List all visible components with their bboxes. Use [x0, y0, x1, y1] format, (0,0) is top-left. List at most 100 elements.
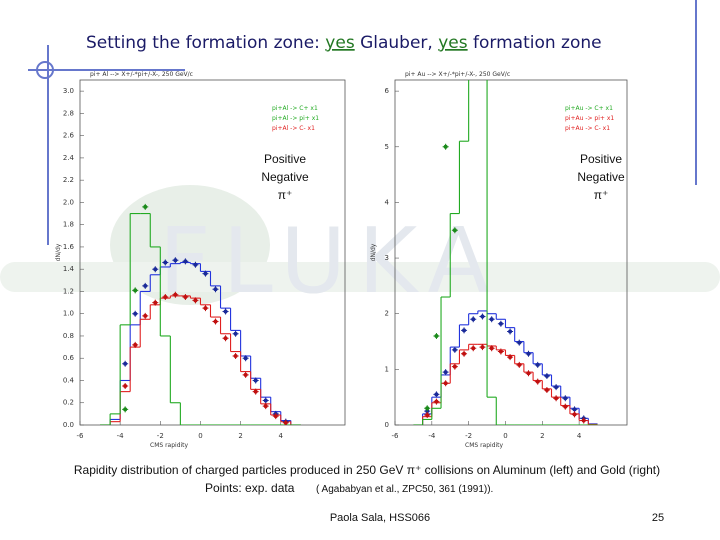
- data-point: [425, 406, 430, 411]
- data-point: [554, 385, 559, 390]
- points-label: Points: exp. data: [205, 481, 295, 495]
- data-point: [133, 311, 138, 316]
- data-point: [526, 371, 531, 376]
- data-point: [452, 364, 457, 369]
- y-tick-label: 1.8: [63, 221, 74, 229]
- chart-title: pi+ Au --> X+/-*pi+/-X-, 250 GeV/c: [405, 71, 510, 78]
- annotation: pi+Al -> C+ x1: [272, 105, 318, 112]
- data-point: [133, 342, 138, 347]
- logo-band: [0, 262, 720, 292]
- x-tick-label: -2: [465, 432, 472, 440]
- data-point: [143, 313, 148, 318]
- chart: pi+ Al --> X+/-*pi+/-X-, 250 GeV/c CMS ra…: [55, 71, 346, 449]
- data-point: [544, 374, 549, 379]
- y-tick-label: 0.0: [63, 421, 74, 429]
- x-tick-label: -6: [77, 432, 85, 440]
- data-point: [443, 144, 448, 149]
- data-point: [535, 379, 540, 384]
- data-point: [526, 351, 531, 356]
- data-point: [153, 300, 158, 305]
- data-point: [173, 292, 178, 297]
- x-tick-label: 4: [577, 432, 582, 440]
- data-point: [223, 309, 228, 314]
- y-tick-label: 1.2: [63, 287, 74, 295]
- data-point: [434, 333, 439, 338]
- y-tick-label: 2.2: [63, 176, 74, 184]
- title-part: yes: [438, 33, 468, 53]
- data-point: [163, 260, 168, 265]
- data-point: [203, 306, 208, 311]
- data-point: [233, 354, 238, 358]
- y-tick-label: 0: [385, 421, 389, 429]
- data-point: [123, 407, 128, 412]
- plot-area: [100, 203, 301, 425]
- y-tick-label: 3: [385, 254, 389, 262]
- y-tick-label: 0.4: [63, 376, 75, 384]
- legend-entry: Negative: [261, 170, 309, 184]
- data-point: [233, 331, 238, 336]
- x-tick-label: -6: [392, 432, 400, 440]
- data-point: [263, 404, 268, 409]
- data-point: [143, 283, 148, 288]
- x-tick-label: 4: [279, 432, 284, 440]
- step-riser: [109, 213, 181, 425]
- data-point: [508, 355, 513, 360]
- y-tick-label: 2.0: [63, 198, 74, 206]
- data-point: [443, 381, 448, 386]
- data-point: [489, 317, 494, 322]
- data-point: [452, 347, 457, 352]
- x-axis-label: CMS rapidity: [150, 442, 189, 449]
- data-point: [213, 319, 218, 324]
- data-point: [283, 420, 288, 425]
- data-point: [480, 314, 485, 319]
- chart: pi+ Au --> X+/-*pi+/-X-, 250 GeV/c CMS ra…: [370, 71, 628, 449]
- legend-entry: π⁺: [594, 188, 609, 202]
- y-tick-label: 2.6: [63, 132, 75, 140]
- data-point: [508, 329, 513, 334]
- title-part: Setting the formation zone:: [86, 33, 325, 53]
- y-tick-label: 5: [385, 143, 389, 151]
- y-axis-label: dN/dy: [370, 243, 377, 261]
- data-point: [243, 356, 248, 361]
- data-point: [480, 345, 485, 350]
- data-point: [173, 258, 178, 263]
- x-tick-label: -4: [428, 432, 436, 440]
- x-tick-label: -4: [117, 432, 125, 440]
- data-point: [263, 398, 268, 403]
- x-tick-label: 0: [503, 432, 507, 440]
- slide-title: Setting the formation zone: yes Glauber,…: [86, 33, 602, 53]
- annotation: pi+Al -> C- x1: [272, 125, 315, 132]
- x-tick-label: 2: [540, 432, 544, 440]
- y-tick-label: 1.6: [63, 243, 75, 251]
- step-riser: [422, 344, 589, 425]
- data-point: [563, 404, 568, 409]
- data-point: [498, 349, 503, 354]
- x-tick-label: 2: [238, 432, 242, 440]
- watermark: FLUKA: [159, 209, 501, 314]
- y-tick-label: 2.4: [63, 154, 75, 162]
- data-point: [425, 412, 430, 417]
- data-point: [554, 396, 559, 401]
- caption: Rapidity distribution of charged particl…: [74, 463, 660, 477]
- data-point: [253, 389, 258, 394]
- legend-entry: Negative: [577, 170, 625, 184]
- annotation: pi+Al -> pi+ x1: [272, 115, 319, 122]
- data-point: [193, 298, 198, 303]
- annotation: pi+Au -> C+ x1: [565, 105, 613, 112]
- data-point: [183, 295, 188, 300]
- y-tick-label: 6: [385, 87, 390, 95]
- data-point: [581, 418, 586, 423]
- plot-area: [413, 80, 598, 425]
- data-point: [203, 271, 208, 276]
- data-point: [123, 361, 128, 366]
- data-point: [213, 287, 218, 292]
- x-tick-label: -2: [157, 432, 164, 440]
- data-point: [471, 317, 476, 322]
- data-point: [183, 259, 188, 264]
- data-point: [517, 340, 522, 345]
- data-point: [462, 328, 467, 333]
- data-point: [452, 228, 457, 233]
- title-part: formation zone: [468, 33, 602, 53]
- data-point: [563, 396, 568, 401]
